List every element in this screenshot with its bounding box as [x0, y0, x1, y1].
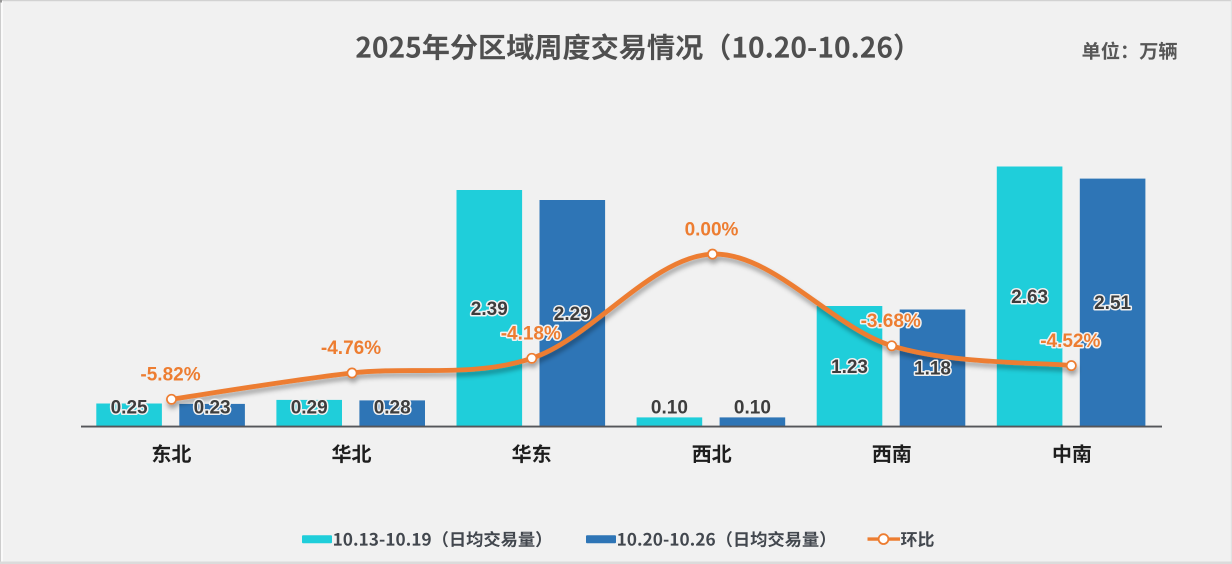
svg-text:2.29: 2.29 [554, 304, 591, 325]
svg-text:2.39: 2.39 [471, 299, 508, 320]
svg-text:0.29: 0.29 [291, 398, 328, 419]
svg-text:2.51: 2.51 [1094, 293, 1131, 314]
svg-text:0.25: 0.25 [111, 398, 148, 419]
svg-text:-5.82%: -5.82% [140, 365, 200, 386]
svg-text:-4.18%: -4.18% [501, 324, 561, 345]
svg-text:-3.68%: -3.68% [861, 311, 921, 332]
svg-text:0.23: 0.23 [194, 398, 231, 419]
svg-text:0.10: 0.10 [734, 398, 771, 419]
svg-text:0.00%: 0.00% [685, 219, 739, 240]
svg-text:0.10: 0.10 [651, 398, 688, 419]
svg-text:-4.52%: -4.52% [1040, 331, 1100, 352]
svg-text:0.28: 0.28 [374, 398, 411, 419]
svg-text:1.23: 1.23 [831, 357, 868, 378]
svg-text:-4.76%: -4.76% [321, 338, 381, 359]
svg-text:1.18: 1.18 [914, 359, 951, 380]
svg-text:2.63: 2.63 [1011, 287, 1048, 308]
